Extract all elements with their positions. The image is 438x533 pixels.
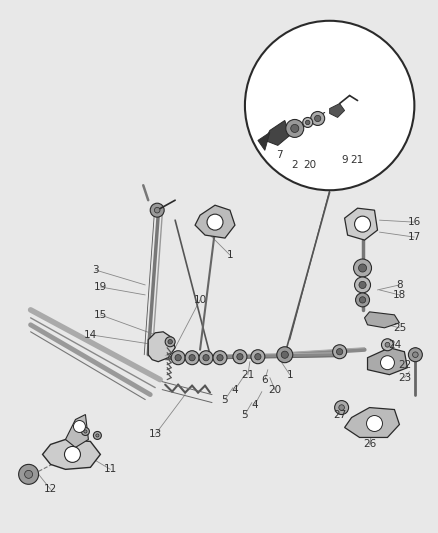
Text: 21: 21 — [241, 370, 254, 379]
Text: 23: 23 — [398, 373, 411, 383]
Circle shape — [381, 339, 393, 351]
Polygon shape — [330, 103, 345, 117]
Circle shape — [339, 405, 344, 410]
Circle shape — [237, 353, 243, 360]
Circle shape — [359, 281, 366, 288]
Circle shape — [353, 259, 371, 277]
Circle shape — [355, 216, 371, 232]
Circle shape — [19, 464, 39, 484]
Circle shape — [305, 120, 310, 125]
Text: 26: 26 — [363, 439, 376, 449]
Circle shape — [251, 350, 265, 364]
Circle shape — [355, 277, 371, 293]
Text: 20: 20 — [303, 160, 316, 171]
Circle shape — [25, 470, 32, 478]
Text: 3: 3 — [92, 265, 99, 275]
Text: 5: 5 — [222, 394, 228, 405]
Circle shape — [356, 293, 370, 307]
Circle shape — [155, 207, 160, 213]
Text: 4: 4 — [232, 385, 238, 394]
Text: 9: 9 — [341, 155, 348, 165]
Polygon shape — [42, 439, 100, 470]
Text: 22: 22 — [398, 360, 411, 370]
Circle shape — [245, 21, 414, 190]
Circle shape — [168, 340, 173, 344]
Circle shape — [189, 354, 195, 361]
Circle shape — [207, 214, 223, 230]
Text: 16: 16 — [408, 217, 421, 227]
Polygon shape — [195, 205, 235, 238]
Text: 10: 10 — [194, 295, 207, 305]
Text: 2: 2 — [291, 160, 298, 171]
Polygon shape — [148, 332, 175, 362]
Polygon shape — [66, 415, 88, 447]
Circle shape — [314, 115, 321, 122]
Circle shape — [203, 354, 209, 361]
Polygon shape — [345, 408, 399, 438]
Polygon shape — [258, 132, 270, 150]
Circle shape — [165, 337, 175, 347]
Text: 11: 11 — [104, 464, 117, 474]
Circle shape — [359, 264, 367, 272]
Text: 8: 8 — [396, 280, 403, 290]
Circle shape — [291, 124, 299, 133]
Circle shape — [74, 421, 85, 432]
Circle shape — [96, 434, 99, 437]
Circle shape — [367, 416, 382, 432]
Circle shape — [381, 356, 395, 370]
Text: 7: 7 — [276, 150, 283, 160]
Circle shape — [336, 349, 343, 355]
Circle shape — [150, 203, 164, 217]
Polygon shape — [364, 312, 399, 328]
Circle shape — [286, 119, 304, 138]
Text: 21: 21 — [350, 155, 363, 165]
Text: 18: 18 — [393, 290, 406, 300]
Text: 17: 17 — [408, 232, 421, 242]
Text: 19: 19 — [94, 282, 107, 292]
Circle shape — [281, 351, 288, 358]
Circle shape — [84, 430, 87, 433]
Circle shape — [175, 354, 181, 361]
Circle shape — [360, 297, 366, 303]
Text: 13: 13 — [148, 430, 162, 440]
Circle shape — [199, 351, 213, 365]
Text: 14: 14 — [84, 330, 97, 340]
Circle shape — [233, 350, 247, 364]
Polygon shape — [345, 208, 378, 240]
Polygon shape — [265, 120, 290, 146]
Text: 25: 25 — [393, 323, 406, 333]
Text: 20: 20 — [268, 385, 281, 394]
Circle shape — [64, 447, 81, 462]
Text: 15: 15 — [94, 310, 107, 320]
Text: 27: 27 — [333, 409, 346, 419]
Text: 12: 12 — [44, 484, 57, 494]
Text: 6: 6 — [261, 375, 268, 385]
Circle shape — [311, 111, 325, 125]
Text: 1: 1 — [286, 370, 293, 379]
Text: 4: 4 — [251, 400, 258, 409]
Circle shape — [408, 348, 422, 362]
Circle shape — [385, 342, 390, 347]
Text: 5: 5 — [242, 409, 248, 419]
Circle shape — [93, 432, 101, 439]
Circle shape — [81, 427, 89, 435]
Circle shape — [332, 345, 346, 359]
Circle shape — [185, 351, 199, 365]
Circle shape — [277, 347, 293, 362]
Polygon shape — [367, 348, 407, 375]
Text: 1: 1 — [226, 250, 233, 260]
Circle shape — [335, 401, 349, 415]
Circle shape — [213, 351, 227, 365]
Circle shape — [217, 354, 223, 361]
Circle shape — [255, 353, 261, 360]
Text: 24: 24 — [388, 340, 401, 350]
Circle shape — [171, 351, 185, 365]
Circle shape — [413, 352, 418, 358]
Circle shape — [303, 117, 313, 127]
